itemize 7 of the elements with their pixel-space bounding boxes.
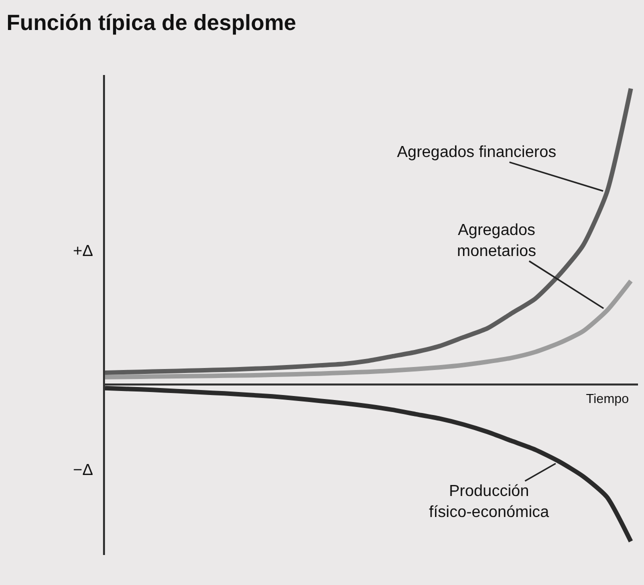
x-axis-title: Tiempo	[586, 391, 629, 406]
annotation: Producción físico-económica	[429, 483, 550, 521]
text: −Δ	[73, 462, 94, 479]
chart-title: Función típica de desplome	[6, 10, 296, 36]
annotation: Agregados financieros	[397, 144, 556, 161]
text: +Δ	[73, 243, 94, 260]
annotation: Agregados monetarios	[457, 222, 536, 260]
